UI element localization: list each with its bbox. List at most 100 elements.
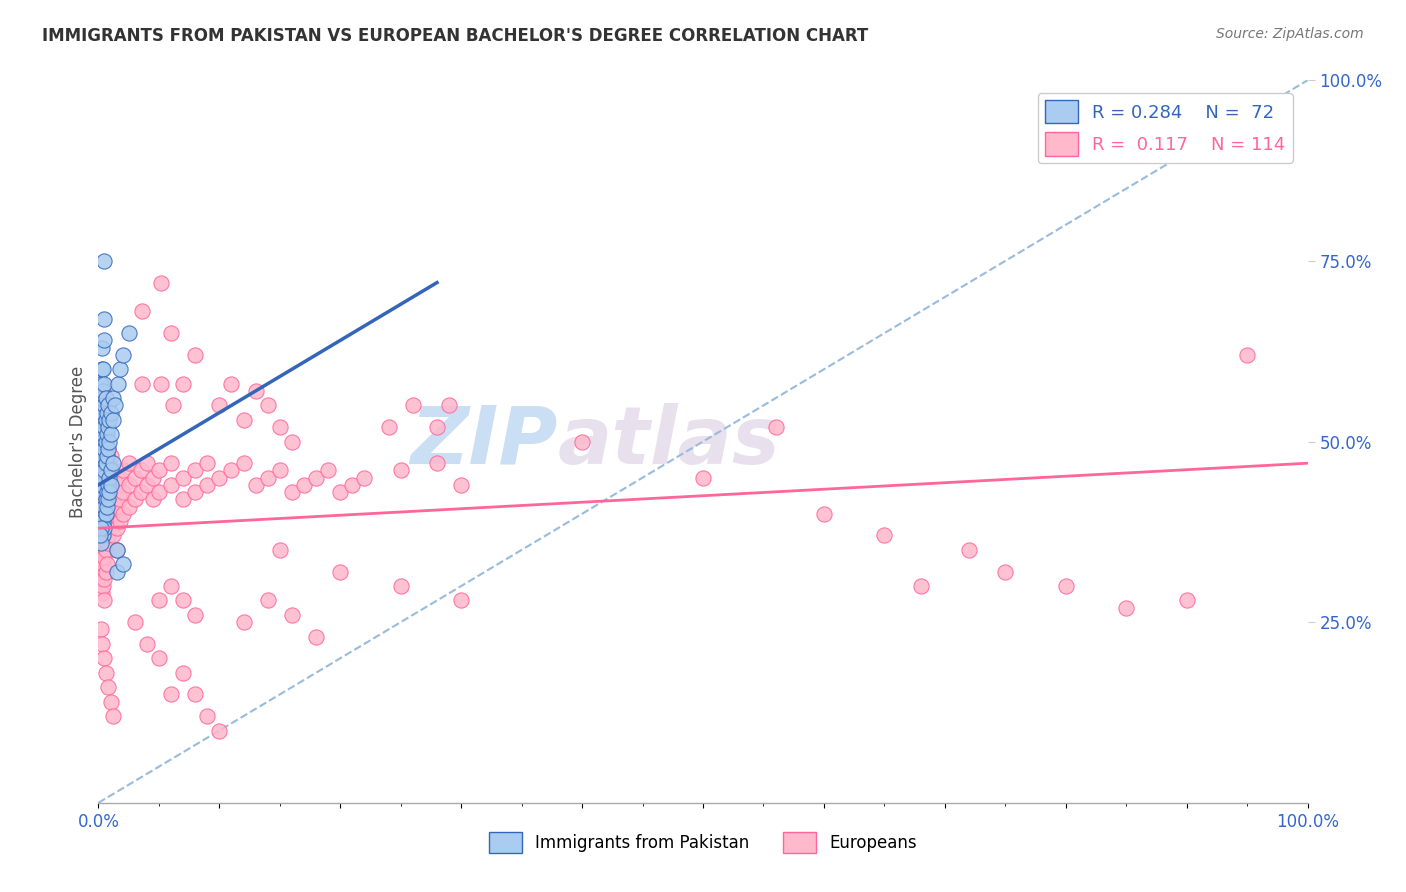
Point: [108, 362, 131, 376]
Point: [107, 376, 129, 391]
Point: [97, 442, 120, 456]
Point: [437, 398, 460, 412]
Point: [184, 348, 207, 362]
Point: [91, 406, 114, 420]
Point: [94, 391, 117, 405]
Point: [97, 492, 120, 507]
Point: [450, 593, 472, 607]
Point: [90, 391, 112, 405]
Point: [124, 492, 146, 507]
Point: [91, 434, 114, 449]
Point: [101, 463, 124, 477]
Point: [172, 470, 194, 484]
Point: [91, 521, 114, 535]
Point: [245, 478, 267, 492]
Point: [98, 478, 121, 492]
Point: [91, 565, 114, 579]
Point: [813, 507, 835, 521]
Point: [90, 442, 112, 456]
Point: [118, 326, 141, 340]
Point: [148, 485, 170, 500]
Point: [89, 492, 111, 507]
Point: [184, 463, 207, 477]
Point: [89, 463, 111, 477]
Point: [91, 427, 114, 442]
Point: [97, 507, 120, 521]
Point: [93, 528, 115, 542]
Point: [195, 478, 218, 492]
Point: [208, 723, 231, 738]
Point: [96, 449, 118, 463]
Point: [108, 492, 131, 507]
Point: [118, 478, 141, 492]
Point: [256, 398, 278, 412]
Point: [93, 398, 115, 412]
Point: [142, 492, 165, 507]
Point: [89, 434, 111, 449]
Point: [97, 680, 120, 694]
Point: [98, 485, 121, 500]
Point: [232, 413, 254, 427]
Point: [160, 687, 183, 701]
Point: [90, 463, 112, 477]
Point: [1236, 348, 1258, 362]
Point: [184, 485, 207, 500]
Point: [94, 542, 117, 557]
Point: [91, 362, 114, 376]
Point: [91, 535, 114, 549]
Text: IMMIGRANTS FROM PAKISTAN VS EUROPEAN BACHELOR'S DEGREE CORRELATION CHART: IMMIGRANTS FROM PAKISTAN VS EUROPEAN BAC…: [42, 27, 869, 45]
Legend: Immigrants from Pakistan, Europeans: Immigrants from Pakistan, Europeans: [482, 826, 924, 860]
Point: [91, 449, 114, 463]
Point: [148, 463, 170, 477]
Point: [94, 507, 117, 521]
Point: [97, 420, 120, 434]
Point: [89, 478, 111, 492]
Point: [91, 586, 114, 600]
Point: [91, 492, 114, 507]
Point: [101, 709, 124, 723]
Point: [91, 500, 114, 514]
Point: [100, 492, 122, 507]
Point: [98, 413, 121, 427]
Point: [160, 456, 183, 470]
Point: [353, 470, 375, 484]
Point: [160, 326, 183, 340]
Point: [148, 593, 170, 607]
Point: [232, 456, 254, 470]
Point: [256, 470, 278, 484]
Point: [957, 542, 980, 557]
Point: [94, 500, 117, 514]
Point: [305, 470, 328, 484]
Point: [96, 449, 118, 463]
Point: [91, 434, 114, 449]
Point: [100, 514, 122, 528]
Point: [93, 550, 115, 565]
Point: [94, 665, 117, 680]
Point: [94, 456, 117, 470]
Point: [93, 651, 115, 665]
Point: [105, 500, 128, 514]
Point: [90, 572, 112, 586]
Point: [129, 485, 152, 500]
Point: [93, 334, 115, 348]
Point: [91, 514, 114, 528]
Point: [93, 593, 115, 607]
Point: [93, 521, 115, 535]
Point: [98, 470, 121, 484]
Point: [172, 376, 194, 391]
Point: [111, 463, 134, 477]
Point: [98, 434, 121, 449]
Point: [91, 579, 114, 593]
Point: [111, 348, 134, 362]
Point: [910, 579, 932, 593]
Point: [90, 391, 112, 405]
Point: [124, 470, 146, 484]
Point: [150, 376, 173, 391]
Point: [131, 304, 153, 318]
Point: [100, 449, 122, 463]
Point: [94, 456, 117, 470]
Point: [93, 376, 115, 391]
Text: ZIP: ZIP: [411, 402, 558, 481]
Point: [108, 514, 131, 528]
Point: [1054, 579, 1077, 593]
